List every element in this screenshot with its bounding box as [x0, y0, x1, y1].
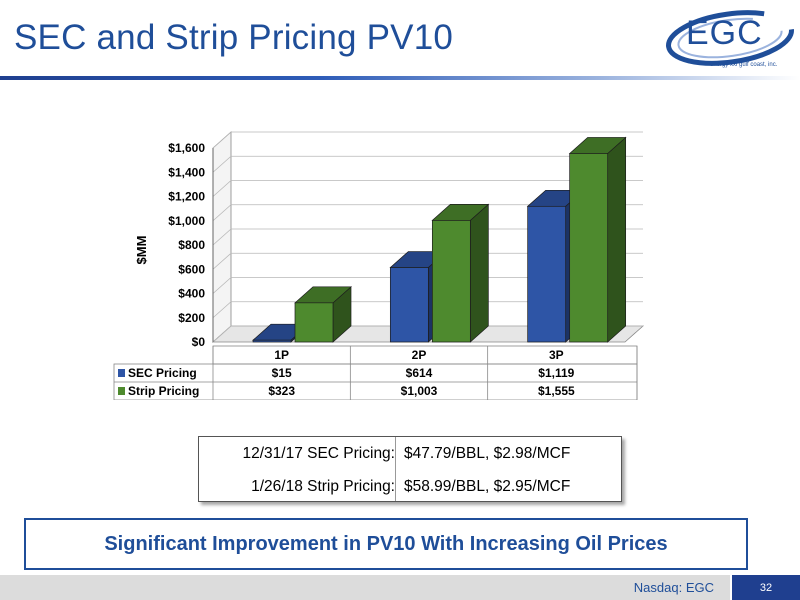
sec-pricing-label: 12/31/17 SEC Pricing:	[242, 445, 395, 462]
y-tick-label: $1,400	[168, 165, 205, 179]
bar-side	[607, 136, 627, 343]
data-value-label: $323	[268, 384, 295, 398]
title-divider	[0, 76, 800, 80]
slide-title: SEC and Strip Pricing PV10	[14, 18, 454, 57]
data-value-label: $1,003	[401, 384, 438, 398]
gridline	[212, 301, 643, 319]
legend-series-name: SEC Pricing	[128, 366, 197, 380]
bar-front	[294, 302, 334, 343]
y-tick-label: $0	[192, 335, 206, 349]
data-value-label: $15	[272, 366, 292, 380]
x-category-label: 2P	[412, 348, 427, 362]
y-axis-label: $MM	[134, 236, 149, 265]
pv10-bar-chart: $0 $200 $400 $600 $800 $1,000 $1,200 $1,400 $1,6…	[113, 131, 645, 400]
chart-data-table: 1P 2P 3P SEC Pricing $15 $614 $1,119 Strip Pric…	[113, 345, 638, 400]
y-tick-label: $600	[178, 262, 205, 276]
bar-front	[252, 339, 292, 343]
footer-bar	[0, 575, 730, 600]
gridline	[212, 155, 643, 173]
bar-1p-strip	[294, 286, 352, 343]
bar-side	[469, 203, 489, 343]
gridline	[212, 252, 643, 270]
legend-swatch	[118, 369, 125, 377]
legend-swatch	[118, 387, 125, 395]
banner-text: Significant Improvement in PV10 With Inc…	[104, 532, 668, 555]
logo-text: EGC	[686, 14, 763, 52]
logo-tagline: energy xxi gulf coast, inc.	[710, 62, 778, 68]
strip-pricing-value: $58.99/BBL, $2.95/MCF	[404, 478, 571, 495]
y-tick-label: $1,200	[168, 190, 205, 204]
gridline	[212, 131, 643, 149]
bar-2p-strip	[431, 203, 490, 343]
gridline	[212, 204, 643, 222]
strip-pricing-label: 1/26/18 Strip Pricing:	[251, 478, 395, 495]
bar-front	[389, 267, 429, 343]
table-divider	[395, 437, 396, 501]
pricing-assumptions-table: 12/31/17 SEC Pricing: $47.79/BBL, $2.98/…	[198, 436, 622, 502]
sec-pricing-value: $47.79/BBL, $2.98/MCF	[404, 445, 571, 462]
summary-banner: Significant Improvement in PV10 With Inc…	[24, 518, 748, 570]
gridline	[212, 228, 643, 246]
x-category-label: 3P	[549, 348, 564, 362]
bar-front	[569, 153, 609, 343]
y-tick-label: $400	[178, 287, 205, 301]
gridline	[212, 180, 643, 197]
y-tick-label: $200	[178, 311, 205, 325]
chart-bars	[252, 136, 627, 343]
bar-front	[431, 220, 471, 343]
bar-3p-strip	[568, 136, 627, 343]
page-number: 32	[732, 575, 800, 600]
footer-ticker: Nasdaq: EGC	[633, 580, 714, 595]
data-value-label: $1,119	[538, 366, 574, 380]
egc-logo	[666, 10, 794, 66]
y-tick-label: $1,600	[168, 141, 205, 155]
bar-front	[527, 205, 567, 343]
table-row: 12/31/17 SEC Pricing: $47.79/BBL, $2.98/…	[199, 437, 621, 470]
table-row: 1/26/18 Strip Pricing: $58.99/BBL, $2.95…	[199, 470, 621, 503]
y-axis-ticks: $0 $200 $400 $600 $800 $1,000 $1,200 $1,400 $1,6…	[168, 141, 205, 349]
gridline	[212, 277, 643, 294]
y-tick-label: $1,000	[168, 214, 205, 228]
data-value-label: $614	[406, 366, 433, 380]
legend-series-name: Strip Pricing	[128, 384, 199, 398]
gridline	[212, 325, 643, 343]
data-value-label: $1,555	[538, 384, 575, 398]
y-tick-label: $800	[178, 238, 205, 252]
x-category-label: 1P	[274, 348, 289, 362]
